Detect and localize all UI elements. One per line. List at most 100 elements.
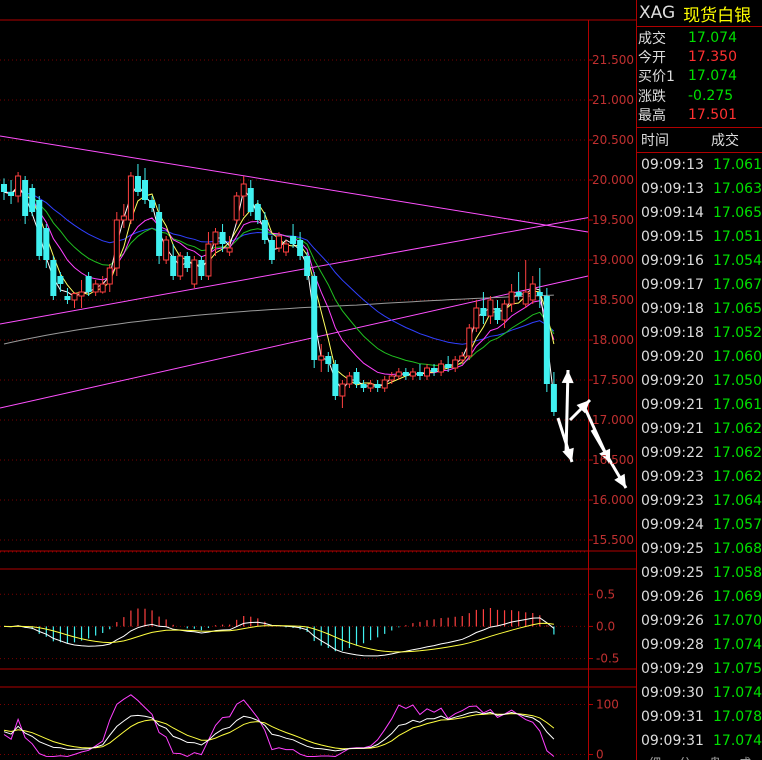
bottom-tab[interactable]: 成: [739, 754, 751, 760]
osc-tick-label: 0: [596, 748, 604, 760]
price-tick-label: 20.000: [592, 173, 634, 187]
tick-row: 09:09:20 17.050: [637, 369, 762, 393]
candle-body: [226, 247, 233, 253]
price-tick-label: 17.500: [592, 373, 634, 387]
price-tick-label: 21.500: [592, 53, 634, 67]
candle-body: [431, 368, 438, 372]
price-axis-labels: 21.500 21.000 20.500 20.000 19.500 19.000 18.5…: [592, 53, 634, 547]
tick-price: 17.061: [713, 396, 762, 413]
price-tick-label: 15.500: [592, 533, 634, 547]
candle-body: [311, 276, 318, 360]
tick-price: 17.078: [713, 708, 762, 725]
bottom-tabs[interactable]: 细分盘成: [637, 754, 762, 760]
candle-body: [177, 255, 184, 277]
candle-body: [395, 371, 402, 377]
tick-row: 09:09:13 17.063: [637, 177, 762, 201]
tick-time: 09:09:15: [641, 228, 704, 245]
candle-body: [1, 184, 7, 192]
tick-price: 17.068: [713, 540, 762, 557]
bottom-tab[interactable]: 分: [679, 754, 691, 760]
candle-body: [254, 204, 261, 220]
candle-body: [536, 292, 543, 296]
tick-price: 17.065: [713, 300, 762, 317]
tick-row: 09:09:20 17.060: [637, 345, 762, 369]
tick-time: 09:09:25: [641, 564, 704, 581]
tick-time: 09:09:22: [641, 444, 704, 461]
candle-body: [29, 188, 36, 212]
quote-row: 涨跌 -0.275: [637, 86, 762, 105]
tick-time: 09:09:21: [641, 420, 704, 437]
tick-time: 09:09:31: [641, 732, 704, 749]
tick-row: 09:09:31 17.074: [637, 729, 762, 753]
tick-price: 17.052: [713, 324, 762, 341]
oscillator-panel: 100 0: [0, 694, 619, 760]
tick-row: 09:09:21 17.061: [637, 393, 762, 417]
tick-row: 09:09:21 17.062: [637, 417, 762, 441]
macd-tick-label: 0.0: [596, 619, 615, 633]
quote-label: 买价1: [638, 69, 675, 86]
candle-body: [416, 372, 423, 376]
candle-body: [494, 308, 501, 320]
price-grid: [0, 59, 593, 553]
candle-body: [240, 183, 247, 197]
candle-body: [473, 307, 480, 329]
quote-value: -0.275: [688, 87, 734, 104]
candle-body: [78, 291, 85, 297]
tick-row: 09:09:26 17.069: [637, 585, 762, 609]
price-tick-label: 19.000: [592, 253, 634, 267]
candle-body: [22, 180, 29, 216]
bottom-tab[interactable]: 盘: [709, 754, 721, 760]
candle-body: [445, 364, 452, 368]
tick-price: 17.062: [713, 468, 762, 485]
candle-body: [99, 283, 106, 293]
tick-time: 09:09:18: [641, 324, 704, 341]
candle-body: [170, 256, 177, 276]
candle-body: [297, 240, 304, 256]
tick-table-header: 时间 成交: [637, 128, 762, 153]
candle-body: [409, 371, 416, 377]
candle-body: [15, 175, 22, 197]
candle-body: [304, 256, 311, 276]
quote-row: 最高 17.501: [637, 106, 762, 125]
candle-body: [57, 276, 64, 284]
tick-time: 09:09:13: [641, 180, 704, 197]
quote-label: 涨跌: [638, 88, 666, 105]
price-tick-label: 19.500: [592, 213, 634, 227]
candle-body: [438, 363, 445, 373]
tick-price: 17.058: [713, 564, 762, 581]
candle-body: [332, 364, 339, 396]
candle-body: [261, 220, 268, 240]
tick-time: 09:09:29: [641, 660, 704, 677]
tick-price: 17.054: [713, 252, 762, 269]
tick-table[interactable]: 09:09:13 17.061 09:09:13 17.063 09:09:14 17.0…: [637, 153, 762, 753]
tick-time: 09:09:23: [641, 468, 704, 485]
candle-body: [360, 384, 367, 388]
quote-details: 成交 17.074 今开 17.350 买价1 17.074 涨跌 -0.275 最高 17.50…: [637, 27, 762, 128]
bottom-tab[interactable]: 细: [649, 754, 661, 760]
tick-row: 09:09:22 17.062: [637, 441, 762, 465]
macd-tick-label: 0.5: [596, 587, 615, 601]
ma-long-line: [3, 294, 554, 345]
tick-price: 17.075: [713, 660, 762, 677]
candle-body: [198, 260, 205, 276]
candle-body: [466, 327, 473, 357]
chart-frame: [0, 19, 636, 760]
tick-price: 17.074: [713, 684, 762, 701]
price-tick-label: 21.000: [592, 93, 634, 107]
kline-chart[interactable]: 21.500 21.000 20.500 20.000 19.500 19.000 18.5…: [0, 0, 636, 760]
tick-row: 09:09:30 17.074: [637, 681, 762, 705]
candle-body: [64, 296, 71, 300]
candle-body: [459, 355, 466, 361]
tick-row: 09:09:24 17.057: [637, 513, 762, 537]
tick-time: 09:09:13: [641, 156, 704, 173]
candle-body: [233, 195, 240, 221]
tick-row: 09:09:15 17.051: [637, 225, 762, 249]
candle-body: [290, 236, 297, 244]
candle-body: [268, 240, 275, 260]
tick-price: 17.069: [713, 588, 762, 605]
tick-row: 09:09:17 17.067: [637, 273, 762, 297]
tick-price: 17.074: [713, 732, 762, 749]
tick-time: 09:09:30: [641, 684, 704, 701]
osc-k-line: [3, 711, 555, 752]
osc-tick-label: 100: [596, 698, 619, 712]
